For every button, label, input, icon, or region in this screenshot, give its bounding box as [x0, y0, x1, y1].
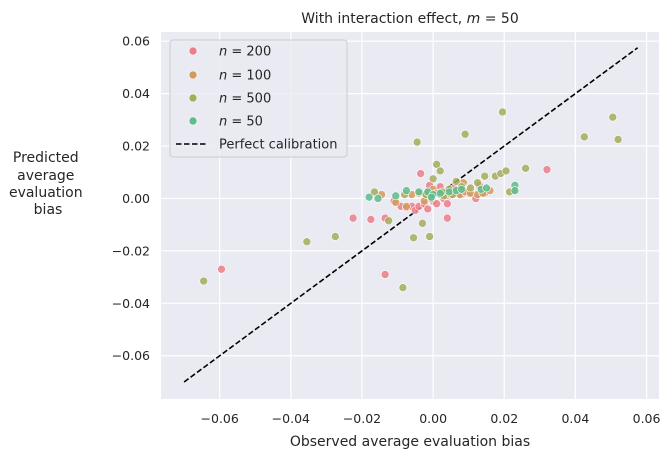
data-point — [199, 276, 208, 286]
y-tick-label: −0.06 — [112, 348, 150, 363]
data-point — [443, 213, 452, 223]
x-tick-label: −0.04 — [272, 411, 310, 426]
data-point — [435, 166, 445, 176]
y-tick-label: 0.04 — [122, 86, 150, 101]
legend-label-n500: n = 500 — [219, 92, 271, 107]
legend-label-n50: n = 50 — [219, 115, 263, 130]
data-point — [412, 137, 422, 147]
data-point — [473, 178, 482, 188]
data-point — [366, 215, 376, 224]
legend-label-n200: n = 200 — [219, 45, 271, 60]
data-point — [613, 135, 623, 144]
data-point — [409, 233, 418, 243]
data-point — [384, 216, 393, 226]
x-tick-label: −0.06 — [201, 411, 239, 426]
data-point — [414, 187, 424, 197]
data-point — [460, 129, 470, 139]
y-tick-label: 0.00 — [122, 191, 150, 206]
data-point — [330, 232, 340, 241]
y-tick-labels: −0.06 −0.04 −0.02 0.00 0.02 0.04 0.06 — [112, 34, 150, 364]
data-points — [199, 107, 623, 292]
data-point — [418, 219, 427, 228]
y-tick-label: 0.06 — [122, 34, 150, 49]
grid-lines — [161, 32, 659, 399]
data-point — [425, 232, 434, 241]
y-tick-label: −0.02 — [112, 243, 150, 258]
data-point — [521, 164, 530, 173]
data-point — [370, 187, 379, 197]
data-point — [498, 107, 507, 117]
legend-label-n100: n = 100 — [219, 69, 271, 84]
data-point — [364, 192, 374, 202]
legend-marker-n200 — [188, 46, 198, 56]
data-point — [428, 174, 438, 184]
y-axis-label: Predicted average evaluation bias — [9, 150, 87, 218]
data-point — [608, 112, 618, 122]
legend-marker-n100 — [188, 70, 198, 80]
data-point — [402, 186, 411, 195]
data-point — [432, 199, 441, 209]
calibration-line — [183, 47, 639, 383]
y-tick-label: 0.02 — [122, 139, 150, 154]
data-point — [432, 160, 441, 169]
chart-title: With interaction effect, m = 50 — [301, 11, 518, 27]
data-point — [398, 283, 408, 292]
series-3 — [364, 181, 520, 203]
data-point — [501, 166, 511, 176]
data-point — [217, 264, 226, 274]
series-2 — [199, 107, 623, 292]
data-point — [444, 187, 454, 197]
data-point — [451, 177, 461, 186]
x-tick-label: 0.06 — [633, 411, 661, 426]
x-tick-label: 0.04 — [561, 411, 589, 426]
x-tick-label: 0.00 — [419, 411, 447, 426]
y-tick-label: −0.04 — [112, 296, 150, 311]
data-point — [423, 204, 433, 214]
legend-box — [169, 39, 348, 158]
data-point — [457, 184, 466, 194]
legend-marker-n500 — [188, 93, 198, 103]
x-tick-label: −0.02 — [343, 411, 381, 426]
data-point — [510, 186, 520, 195]
x-tick-label: 0.02 — [490, 411, 518, 426]
legend: n = 200 n = 100 n = 500 n = 50 Perfect c… — [169, 39, 348, 158]
data-point — [443, 199, 452, 209]
data-point — [579, 132, 589, 142]
data-point — [427, 192, 436, 202]
data-point — [416, 169, 425, 178]
legend-marker-n50 — [188, 116, 198, 126]
x-axis-label: Observed average evaluation bias — [290, 434, 530, 450]
data-point — [542, 165, 552, 174]
data-point — [373, 194, 383, 203]
data-point — [302, 237, 312, 247]
legend-label-calibration: Perfect calibration — [219, 138, 337, 153]
data-point — [402, 202, 411, 211]
data-point — [480, 171, 490, 181]
data-point — [391, 191, 401, 201]
data-point — [380, 270, 390, 279]
data-point — [348, 213, 358, 223]
data-point — [482, 183, 491, 193]
calibration-line-group — [183, 47, 639, 383]
data-point — [435, 188, 445, 198]
x-tick-labels: −0.06 −0.04 −0.02 0.00 0.02 0.04 0.06 — [201, 411, 661, 426]
data-point — [466, 183, 475, 193]
